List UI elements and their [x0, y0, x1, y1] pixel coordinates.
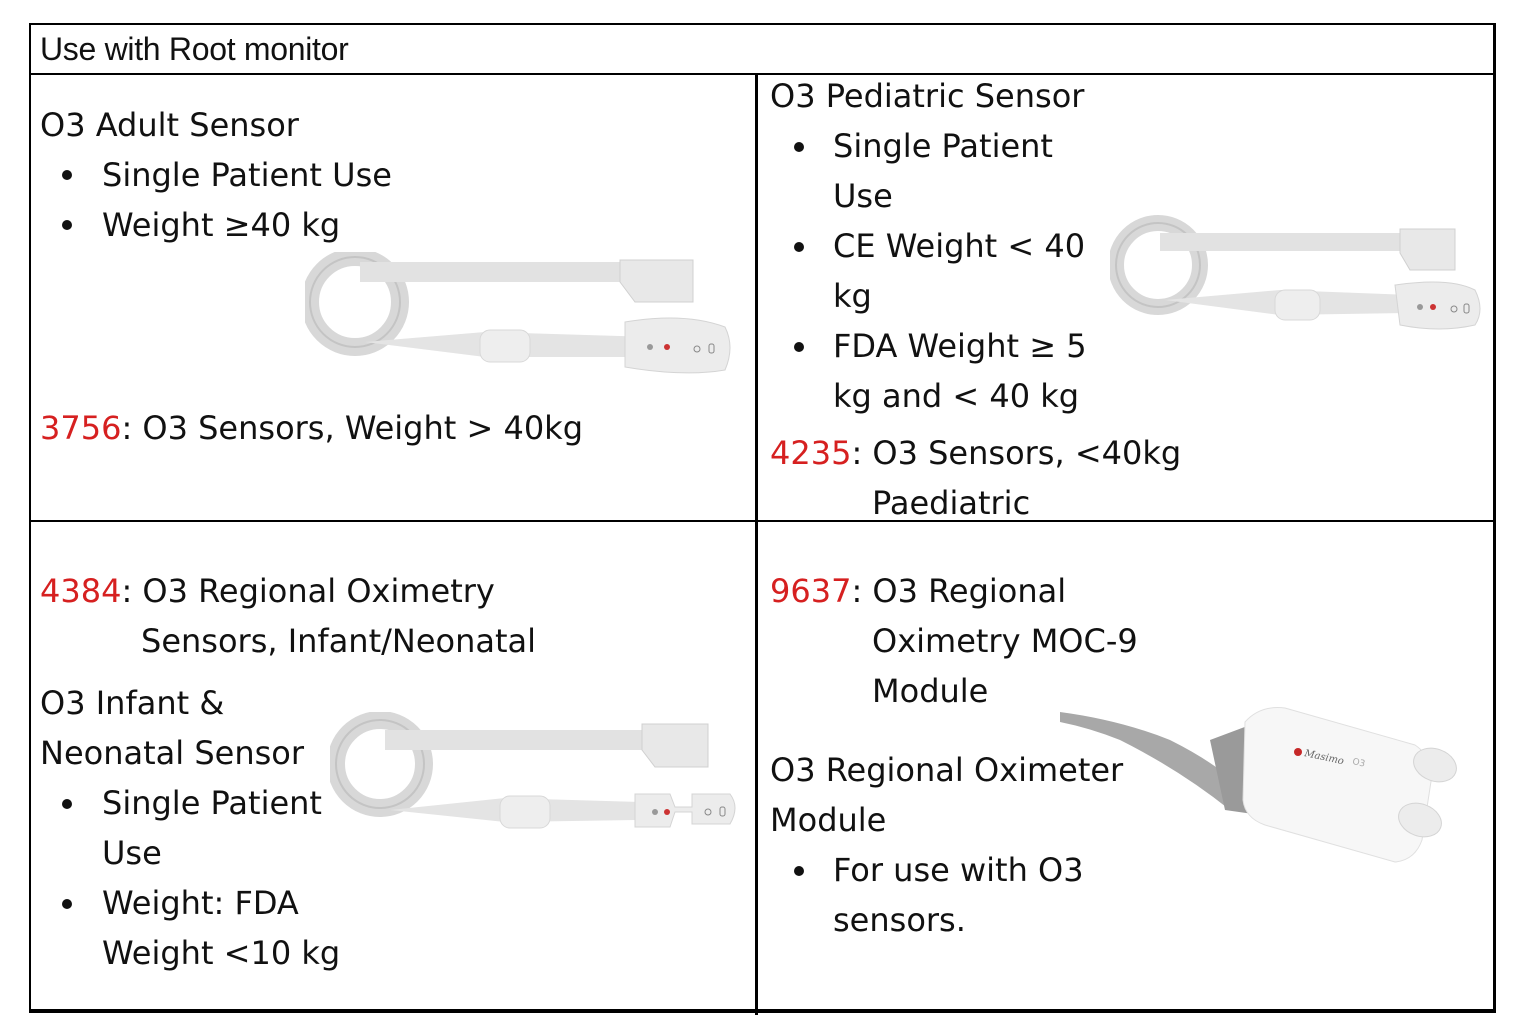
module-bullet-1: For use with O3 — [833, 851, 1084, 889]
pediatric-sensor-image — [1110, 215, 1481, 330]
product-code-desc: : O3 Regional Oximetry — [121, 572, 495, 610]
product-code-desc-cont: Oximetry MOC-9 — [872, 622, 1138, 660]
product-code-desc: : O3 Sensors, <40kg — [851, 434, 1182, 472]
bullet-icon — [794, 342, 804, 352]
infant-sensor-title-cont: Neonatal Sensor — [40, 734, 304, 772]
bullet-icon — [62, 799, 72, 809]
bullet-icon — [62, 899, 72, 909]
pediatric-bullet-3-cont: kg and < 40 kg — [833, 377, 1080, 415]
bullet-icon — [794, 866, 804, 876]
product-code: 9637 — [770, 572, 852, 610]
pediatric-bullet-2: CE Weight < 40 — [833, 227, 1086, 265]
pediatric-bullet-3: FDA Weight ≥ 5 — [833, 327, 1087, 365]
infant-bullet-1-cont: Use — [102, 834, 162, 872]
column-divider — [755, 75, 758, 1015]
sensor-table: Use with Root monitor — [29, 23, 1496, 1015]
product-code-desc-cont: Sensors, Infant/Neonatal — [141, 622, 537, 660]
adult-bullet-1: Single Patient Use — [102, 156, 392, 194]
module-title: O3 Regional Oximeter — [770, 751, 1124, 789]
product-code-desc-cont: Paediatric — [872, 484, 1031, 522]
product-code: 3756 — [40, 409, 122, 447]
table-header-row: Use with Root monitor — [31, 25, 1493, 75]
pediatric-bullet-2-cont: kg — [833, 277, 872, 315]
adult-sensor-image — [305, 252, 731, 374]
product-code-desc: : O3 Sensors, Weight > 40kg — [121, 409, 584, 447]
adult-code-line: 3756: O3 Sensors, Weight > 40kg — [40, 403, 583, 453]
bullet-icon — [794, 142, 804, 152]
infant-bullet-2: Weight: FDA — [102, 884, 299, 922]
pediatric-sensor-title: O3 Pediatric Sensor — [770, 77, 1085, 115]
pediatric-bullet-1: Single Patient — [833, 127, 1053, 165]
infant-neonatal-sensor-image — [330, 712, 736, 829]
adult-sensor-title: O3 Adult Sensor — [40, 106, 299, 144]
product-code: 4235 — [770, 434, 852, 472]
table-header-title: Use with Root monitor — [40, 31, 349, 67]
product-code: 4384 — [40, 572, 122, 610]
product-code-desc-cont: Module — [872, 672, 989, 710]
bullet-icon — [62, 220, 72, 230]
infant-bullet-1: Single Patient — [102, 784, 322, 822]
adult-bullet-2: Weight ≥40 kg — [102, 206, 341, 244]
module-title-cont: Module — [770, 801, 887, 839]
pediatric-bullet-1-cont: Use — [833, 177, 893, 215]
module-code-line: 9637: O3 Regional — [770, 566, 1066, 616]
row-divider — [31, 520, 1493, 522]
product-code-desc: : O3 Regional — [851, 572, 1067, 610]
bullet-icon — [62, 170, 72, 180]
infant-sensor-title: O3 Infant & — [40, 684, 225, 722]
regional-oximeter-module-image: Masimo O3 — [1060, 707, 1457, 863]
o3-label: O3 — [1351, 757, 1366, 769]
pediatric-code-line: 4235: O3 Sensors, <40kg — [770, 428, 1181, 478]
bullet-icon — [794, 242, 804, 252]
infant-bullet-2-cont: Weight <10 kg — [102, 934, 341, 972]
module-bullet-1-cont: sensors. — [833, 901, 966, 939]
infant-code-line: 4384: O3 Regional Oximetry — [40, 566, 495, 616]
